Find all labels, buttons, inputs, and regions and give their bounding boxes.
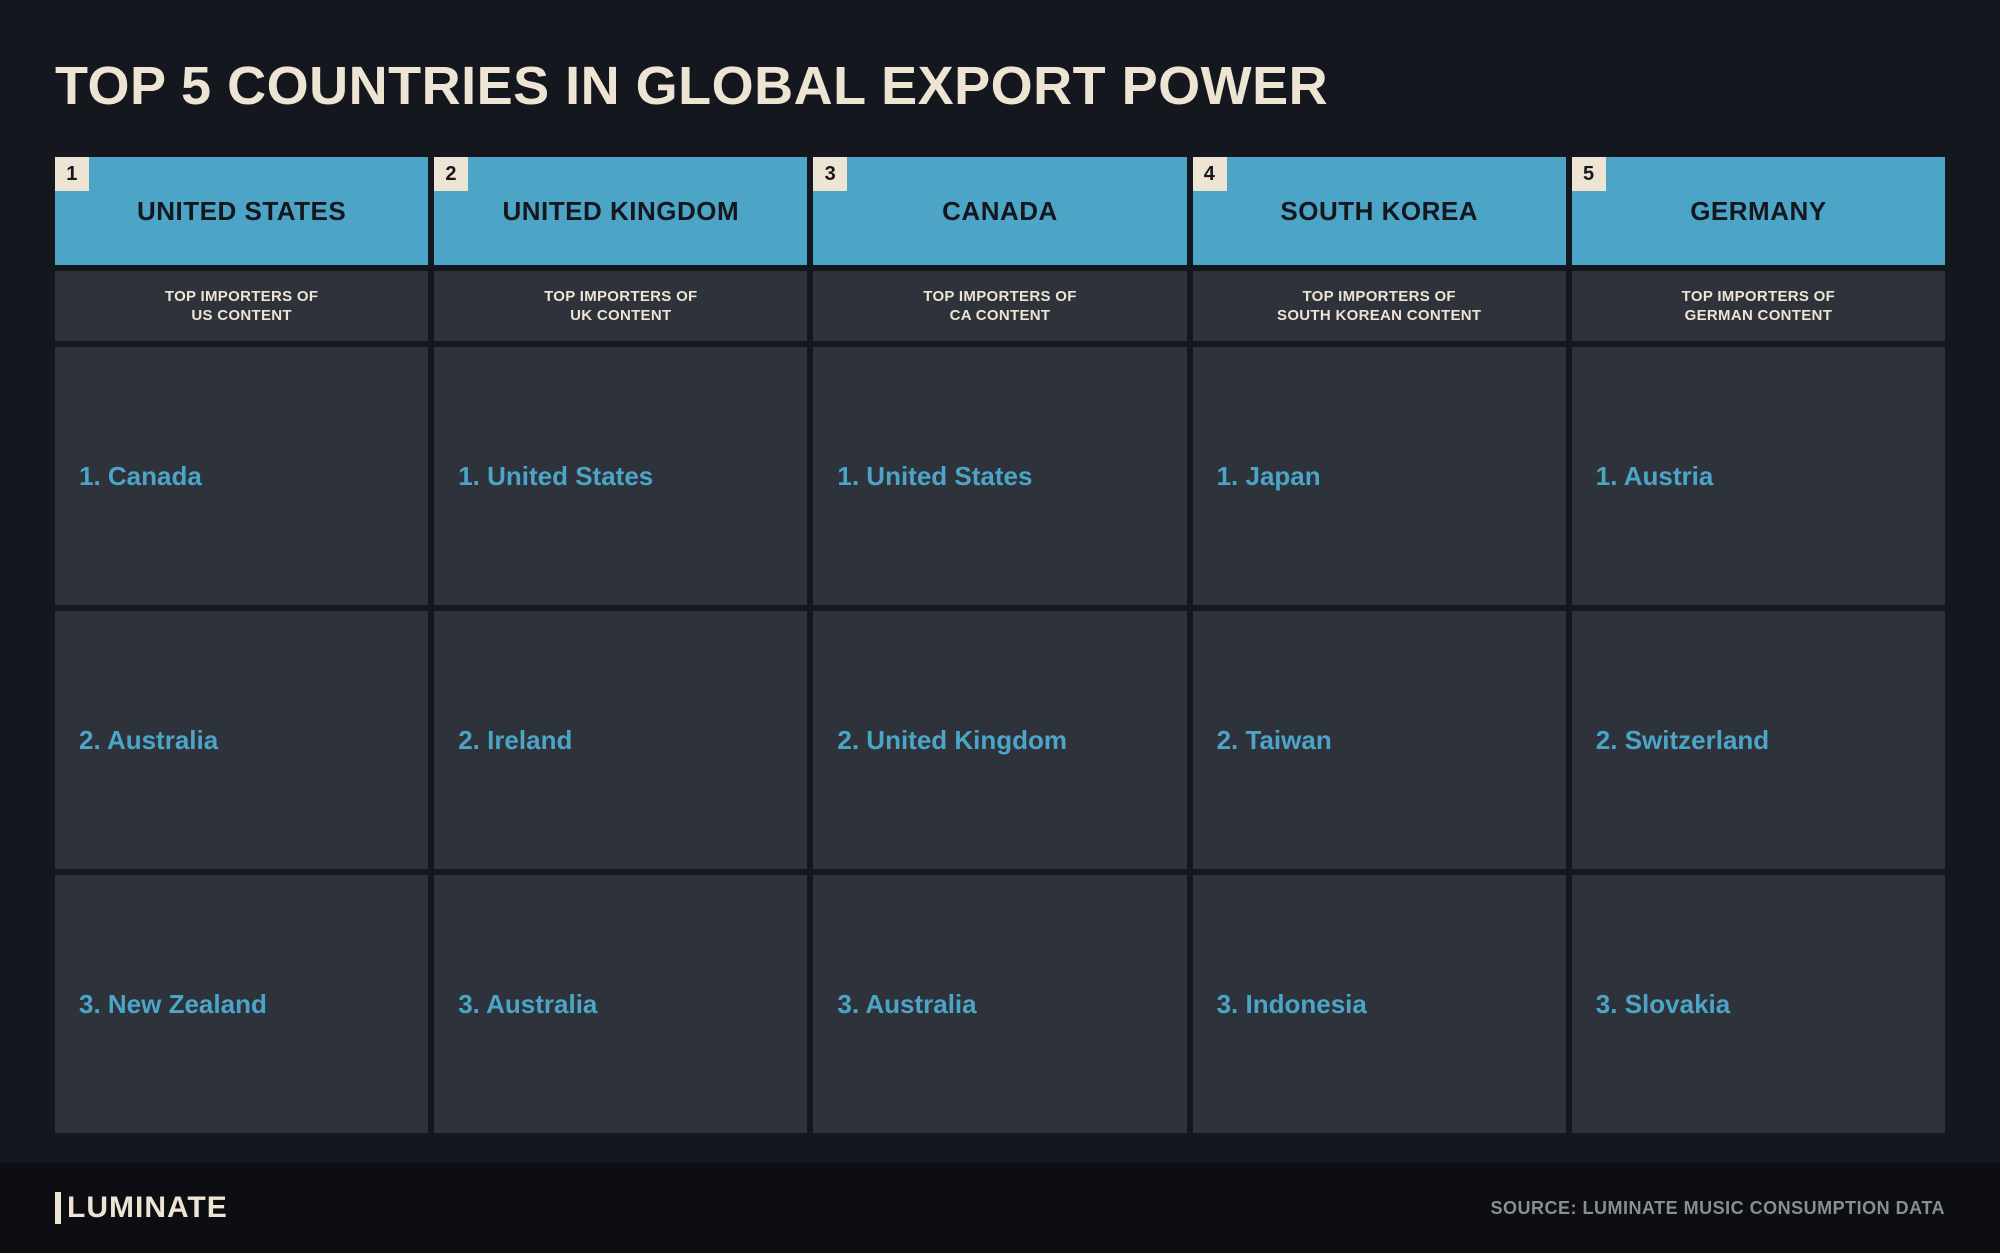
country-name-2: UNITED KINGDOM <box>502 196 739 227</box>
logo-text: LUMINATE <box>67 1191 228 1225</box>
importer-cell: 3. Slovakia <box>1572 875 1945 1133</box>
column-header-4: 4 SOUTH KOREA <box>1193 157 1566 265</box>
column-subheader-4: TOP IMPORTERS OF SOUTH KOREAN CONTENT <box>1193 271 1566 341</box>
importer-cell: 3. New Zealand <box>55 875 428 1133</box>
luminate-logo: LUMINATE <box>55 1191 228 1225</box>
importer-cell: 3. Australia <box>813 875 1186 1133</box>
column-header-2: 2 UNITED KINGDOM <box>434 157 807 265</box>
column-2: 2 UNITED KINGDOM TOP IMPORTERS OF UK CON… <box>434 157 807 1133</box>
importer-cell: 1. United States <box>434 347 807 605</box>
importer-cell: 1. United States <box>813 347 1186 605</box>
importer-cell: 1. Japan <box>1193 347 1566 605</box>
logo-bar-icon <box>55 1192 61 1224</box>
column-subheader-3: TOP IMPORTERS OF CA CONTENT <box>813 271 1186 341</box>
rank-badge-4: 4 <box>1193 157 1227 191</box>
export-power-table: 1 UNITED STATES TOP IMPORTERS OF US CONT… <box>55 157 1945 1133</box>
country-name-3: CANADA <box>942 196 1058 227</box>
rank-badge-5: 5 <box>1572 157 1606 191</box>
column-header-1: 1 UNITED STATES <box>55 157 428 265</box>
footer: LUMINATE SOURCE: LUMINATE MUSIC CONSUMPT… <box>0 1163 2000 1253</box>
importer-cell: 3. Australia <box>434 875 807 1133</box>
column-header-3: 3 CANADA <box>813 157 1186 265</box>
importer-cell: 2. United Kingdom <box>813 611 1186 869</box>
column-1: 1 UNITED STATES TOP IMPORTERS OF US CONT… <box>55 157 428 1133</box>
country-name-1: UNITED STATES <box>137 196 346 227</box>
importer-cell: 2. Australia <box>55 611 428 869</box>
column-4: 4 SOUTH KOREA TOP IMPORTERS OF SOUTH KOR… <box>1193 157 1566 1133</box>
rank-badge-1: 1 <box>55 157 89 191</box>
column-5: 5 GERMANY TOP IMPORTERS OF GERMAN CONTEN… <box>1572 157 1945 1133</box>
page-title: TOP 5 COUNTRIES IN GLOBAL EXPORT POWER <box>55 55 1945 117</box>
column-subheader-5: TOP IMPORTERS OF GERMAN CONTENT <box>1572 271 1945 341</box>
importer-cell: 1. Canada <box>55 347 428 605</box>
rank-badge-2: 2 <box>434 157 468 191</box>
country-name-4: SOUTH KOREA <box>1280 196 1478 227</box>
importer-cell: 2. Ireland <box>434 611 807 869</box>
importer-cell: 3. Indonesia <box>1193 875 1566 1133</box>
rank-badge-3: 3 <box>813 157 847 191</box>
importer-cell: 2. Switzerland <box>1572 611 1945 869</box>
column-header-5: 5 GERMANY <box>1572 157 1945 265</box>
importer-cell: 2. Taiwan <box>1193 611 1566 869</box>
country-name-5: GERMANY <box>1690 196 1826 227</box>
column-subheader-2: TOP IMPORTERS OF UK CONTENT <box>434 271 807 341</box>
column-subheader-1: TOP IMPORTERS OF US CONTENT <box>55 271 428 341</box>
source-attribution: SOURCE: LUMINATE MUSIC CONSUMPTION DATA <box>1491 1198 1945 1219</box>
column-3: 3 CANADA TOP IMPORTERS OF CA CONTENT 1. … <box>813 157 1186 1133</box>
importer-cell: 1. Austria <box>1572 347 1945 605</box>
